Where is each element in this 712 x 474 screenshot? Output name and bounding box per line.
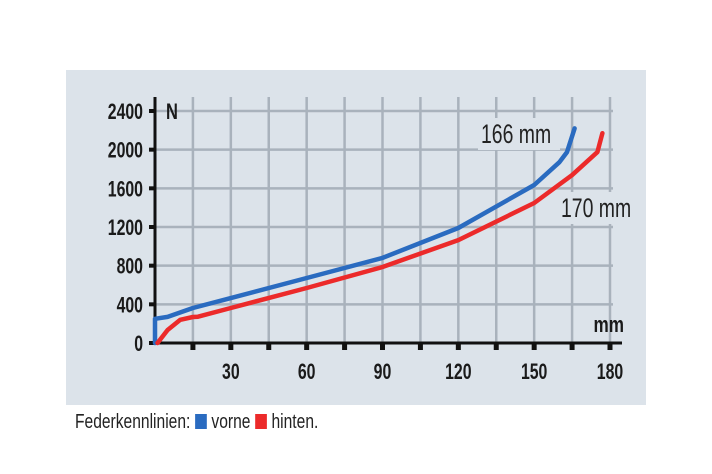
x-tick	[493, 343, 499, 350]
legend-label-hinten: hinten.	[271, 411, 319, 433]
y-tick-label: 1200	[108, 217, 143, 241]
y-tick	[149, 109, 155, 113]
x-tick	[380, 343, 385, 350]
x-tick-label: 30	[222, 361, 240, 385]
series-line-vorne	[152, 126, 577, 346]
y-tick-label: 2400	[108, 101, 143, 125]
end-label-bg	[478, 118, 560, 150]
end-label-vorne: 166 mm	[481, 119, 551, 149]
series-line-hinten	[155, 130, 605, 346]
caption: Federkennlinien: vorne hinten.	[75, 411, 318, 434]
y-tick-label: 0	[134, 333, 143, 357]
y-tick	[149, 341, 155, 345]
y-tick	[149, 186, 155, 191]
x-tick	[417, 343, 423, 350]
x-tick	[569, 343, 575, 350]
x-tick	[304, 343, 310, 350]
x-tick	[228, 343, 234, 350]
y-tick-label: 400	[117, 294, 143, 318]
y-tick	[149, 225, 155, 229]
y-axis-unit: N	[166, 100, 178, 125]
y-tick-label: 800	[117, 255, 143, 279]
x-tick-label: 90	[374, 361, 392, 385]
legend-label-vorne: vorne	[211, 411, 251, 433]
y-tick-label: 1600	[108, 178, 143, 202]
legend-swatch-vorne	[195, 414, 207, 429]
x-tick	[266, 343, 272, 350]
x-tick	[190, 343, 196, 350]
y-tick-label: 2000	[108, 139, 143, 163]
end-label-bg	[558, 192, 644, 224]
x-tick	[607, 343, 613, 350]
x-axis-unit: mm	[593, 313, 624, 338]
legend-swatch-hinten	[255, 414, 267, 429]
x-tick	[455, 343, 461, 350]
x-tick-label: 150	[521, 361, 547, 385]
x-tick	[342, 343, 348, 350]
y-tick	[149, 263, 155, 268]
y-tick	[149, 302, 155, 307]
end-label-hinten: 170 mm	[561, 193, 631, 223]
x-tick-label: 60	[298, 361, 316, 385]
x-tick	[531, 343, 537, 350]
x-tick-label: 180	[597, 361, 623, 385]
x-tick-label: 120	[445, 361, 471, 385]
caption-prefix: Federkennlinien:	[75, 411, 191, 433]
y-tick	[149, 147, 155, 152]
